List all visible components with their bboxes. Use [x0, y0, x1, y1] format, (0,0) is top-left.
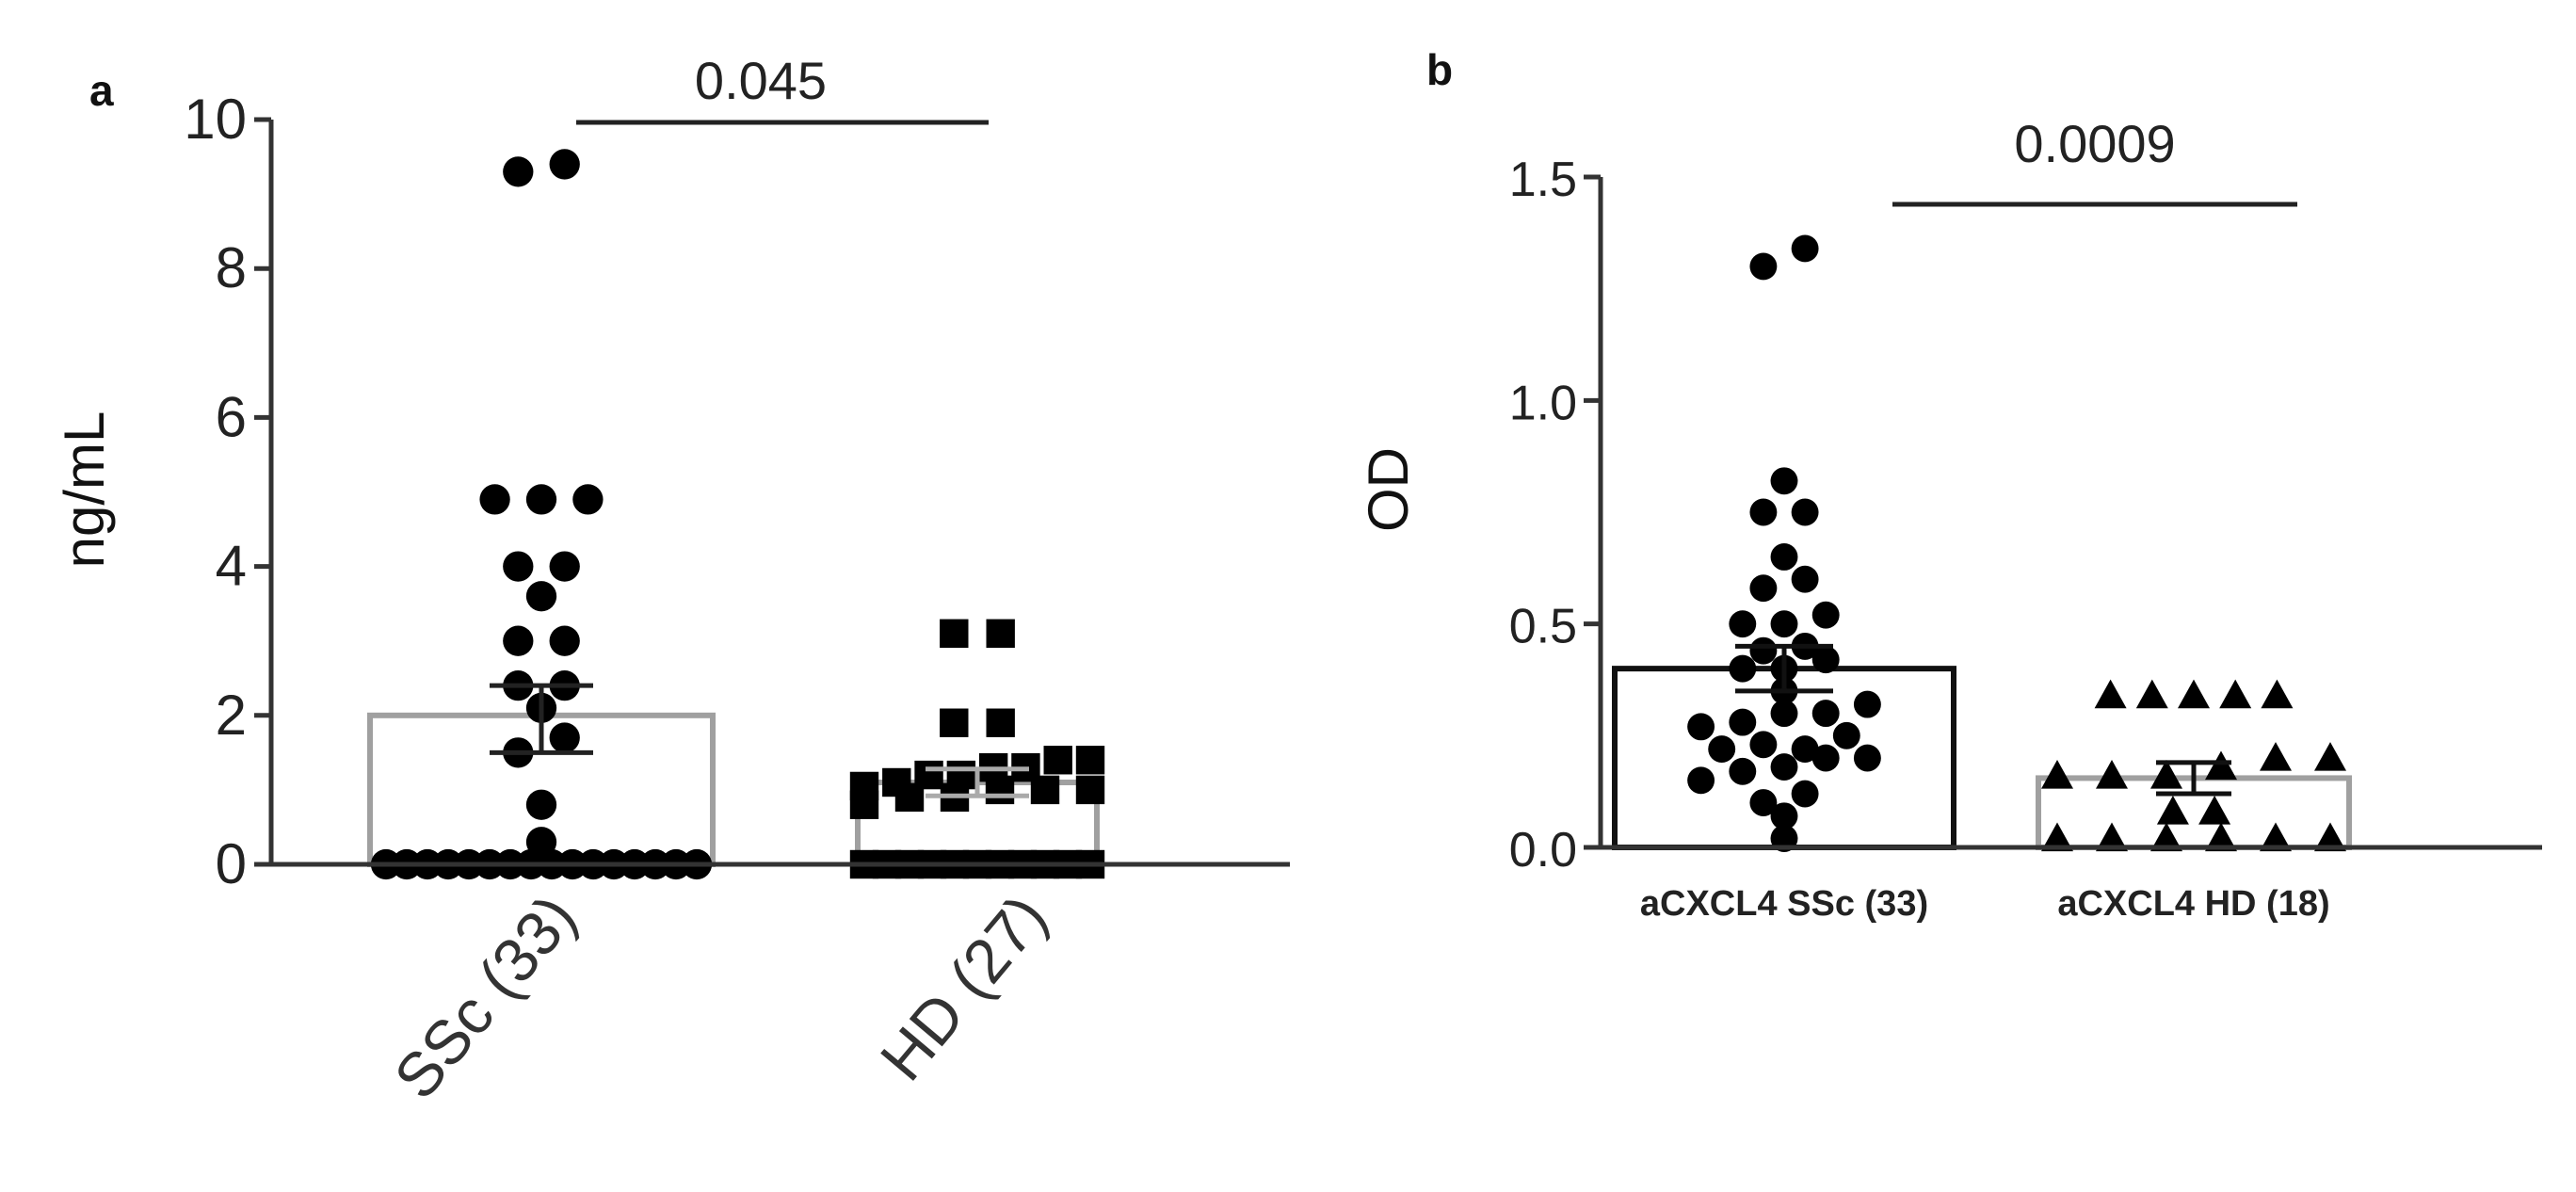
- panel-b-point-circle: [1708, 735, 1736, 764]
- panel-a-point-square: [986, 708, 1015, 737]
- panel-b-point-circle: [1687, 766, 1715, 795]
- panel-b-point-triangle: [2205, 822, 2237, 852]
- panel-b-point-circle: [1853, 690, 1881, 718]
- panel-b-category-label-hd: aCXCL4 HD (18): [2057, 884, 2329, 924]
- panel-b-point-triangle: [2314, 822, 2346, 852]
- panel-a-point-circle: [549, 149, 580, 180]
- panel-b-point-circle: [1791, 735, 1819, 764]
- panel-b-y-tick-label: 0.5: [1509, 600, 1577, 654]
- panel-b-point-circle: [1770, 700, 1798, 728]
- panel-a-point-circle: [525, 484, 557, 515]
- panel-a-point-circle: [549, 625, 580, 656]
- panel-a-y-tick-label: 6: [216, 385, 247, 448]
- panel-b-point-triangle: [2219, 679, 2252, 709]
- panel-b-point-triangle: [2260, 742, 2292, 771]
- panel-a-point-circle: [479, 484, 510, 515]
- panel-a-point-square: [985, 775, 1015, 805]
- panel-b-point-circle: [1770, 753, 1798, 781]
- panel-b-y-tick-label: 1.5: [1509, 153, 1577, 207]
- panel-a-p-value: 0.045: [695, 51, 827, 110]
- panel-a-point-circle: [549, 722, 580, 753]
- panel-b-point-circle: [1770, 610, 1798, 638]
- panel-b-category-label-ssc: aCXCL4 SSc (33): [1640, 884, 1928, 924]
- panel-a-point-square: [1030, 775, 1060, 805]
- panel-b-point-circle: [1791, 234, 1819, 263]
- panel-b-point-triangle: [2094, 679, 2127, 709]
- panel-b-point-circle: [1687, 713, 1715, 741]
- panel-b-point-circle: [1791, 565, 1819, 593]
- panel-b-point-circle: [1729, 654, 1757, 683]
- panel-b-point-circle: [1832, 721, 1860, 749]
- panel-a-point-square: [1075, 775, 1105, 805]
- panel-b-point-triangle: [2205, 750, 2237, 781]
- panel-b-point-circle: [1811, 744, 1840, 772]
- panel-a-point-square: [849, 790, 879, 819]
- panel-a-point-square: [986, 619, 1015, 648]
- panel-b-point-circle: [1729, 757, 1757, 785]
- panel-b-point-triangle: [2314, 742, 2346, 771]
- panel-a-point-circle: [503, 156, 534, 187]
- panel-b-point-circle: [1749, 731, 1778, 759]
- panel-b-point-circle: [1729, 610, 1757, 638]
- panel-a-point-circle: [549, 551, 580, 582]
- panel-b-point-circle: [1749, 498, 1778, 526]
- panel-b-point-circle: [1791, 498, 1819, 526]
- panel-b-point-circle: [1729, 708, 1757, 736]
- panel-b-point-triangle: [2041, 760, 2073, 789]
- panel-a-point-square: [940, 619, 969, 648]
- panel-a-point-square: [940, 708, 969, 737]
- panel-a-point-circle: [503, 551, 534, 582]
- panel-b-point-circle: [1770, 543, 1798, 571]
- panel-a-letter: a: [89, 66, 114, 115]
- panel-b-point-circle: [1749, 789, 1778, 816]
- panel-a-point-square: [1075, 746, 1105, 775]
- panel-a-y-axis-label: ng/mL: [53, 411, 116, 569]
- panel-b-point-circle: [1811, 646, 1840, 674]
- panel-b-point-triangle: [2261, 679, 2294, 709]
- panel-b-letter: b: [1426, 45, 1453, 94]
- panel-a-y-tick-label: 0: [216, 832, 247, 895]
- panel-a-point-circle: [572, 484, 604, 515]
- panel-b-point-triangle: [2178, 679, 2210, 709]
- panel-a-point-circle: [525, 789, 557, 820]
- panel-a-point-circle: [525, 581, 557, 612]
- panel-b-point-circle: [1749, 574, 1778, 603]
- panel-a-point-circle: [503, 625, 534, 656]
- panel-b: b OD 0.0 0.5 1.0 1.5 0.0009 aCXCL4 SSc (33)…: [1357, 45, 2542, 924]
- panel-a: a ng/mL 0 2 4 6 8 10 0.045 SSc (33) HD (27): [53, 51, 1290, 1112]
- panel-a-category-label-ssc: SSc (33): [380, 881, 589, 1111]
- panel-b-point-triangle: [2150, 760, 2182, 789]
- panel-a-y-tick-label: 2: [216, 684, 247, 747]
- panel-b-point-circle: [1791, 780, 1819, 808]
- panel-b-point-triangle: [2041, 822, 2073, 852]
- panel-b-point-triangle: [2096, 760, 2128, 789]
- panel-b-y-tick-label: 1.0: [1509, 376, 1577, 430]
- panel-b-point-circle: [1811, 700, 1840, 728]
- panel-b-point-circle: [1811, 601, 1840, 629]
- panel-b-y-tick-label: 0.0: [1509, 823, 1577, 878]
- panel-b-point-circle: [1770, 802, 1798, 830]
- panel-a-y-tick-label: 10: [184, 88, 247, 151]
- panel-b-point-circle: [1853, 744, 1881, 772]
- panel-a-point-square: [894, 782, 925, 813]
- panel-b-point-triangle: [2198, 796, 2231, 825]
- panel-b-point-triangle: [2135, 679, 2168, 709]
- panel-a-point-square: [1043, 746, 1072, 775]
- panel-b-point-triangle: [2156, 796, 2189, 825]
- panel-a-category-label-hd: HD (27): [867, 881, 1060, 1093]
- panel-b-p-value: 0.0009: [2014, 114, 2175, 173]
- panel-b-y-axis-label: OD: [1357, 447, 1420, 532]
- panel-b-point-triangle: [2096, 822, 2128, 852]
- panel-b-point-triangle: [2260, 822, 2292, 852]
- panel-b-point-circle: [1749, 636, 1778, 665]
- panel-b-point-triangle: [2150, 822, 2182, 852]
- panel-b-point-circle: [1749, 252, 1778, 281]
- panel-a-y-tick-label: 8: [216, 236, 247, 299]
- panel-a-y-tick-label: 4: [216, 535, 247, 598]
- panel-b-point-circle: [1770, 467, 1798, 495]
